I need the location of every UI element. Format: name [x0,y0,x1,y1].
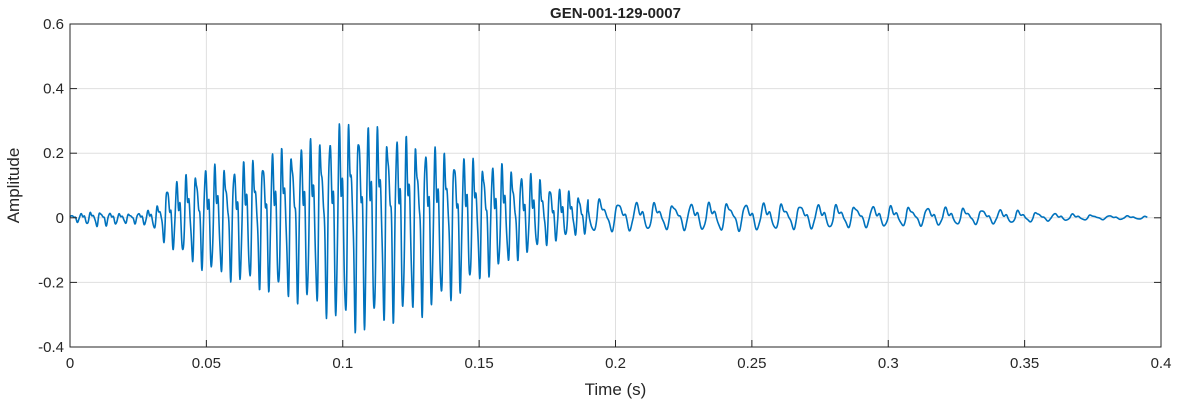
plot-area [69,123,1148,334]
y-tick-label: -0.4 [38,339,64,356]
amplitude-waveform-line [69,123,1148,334]
chart-title: GEN-001-129-0007 [550,5,681,22]
y-tick-label: 0.2 [43,145,64,162]
axis-ticks: 0 0.05 0.1 0.15 0.2 0.25 0.3 0.35 0.4 -0.4 -0.2 0 0.… [38,16,1171,372]
y-axis-label: Amplitude [4,148,23,224]
x-tick-label: 0.05 [192,355,221,372]
x-tick-label: 0.15 [465,355,494,372]
x-tick-label: 0.35 [1010,355,1039,372]
plot-frame [69,23,1162,348]
x-tick-label: 0.4 [1151,355,1172,372]
y-tick-label: 0.4 [43,81,64,98]
x-tick-label: 0.25 [737,355,766,372]
y-tick-label: -0.2 [38,274,64,291]
y-tick-label: 0 [56,210,64,227]
y-tick-label: 0.6 [43,16,64,33]
x-tick-label: 0.2 [605,355,626,372]
x-tick-label: 0.1 [332,355,353,372]
x-tick-label: 0.3 [878,355,899,372]
x-axis-label: Time (s) [585,380,647,399]
x-tick-label: 0 [66,355,74,372]
